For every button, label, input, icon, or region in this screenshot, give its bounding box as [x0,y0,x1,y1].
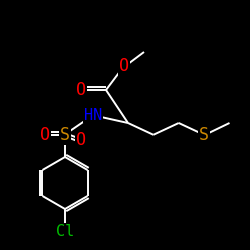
Text: S: S [199,126,209,144]
Text: HN: HN [84,108,102,122]
Text: O: O [76,131,86,149]
Text: O: O [76,81,86,99]
Text: O: O [40,126,50,144]
Text: Cl: Cl [56,224,74,238]
Text: S: S [60,126,70,144]
Text: O: O [119,57,129,75]
